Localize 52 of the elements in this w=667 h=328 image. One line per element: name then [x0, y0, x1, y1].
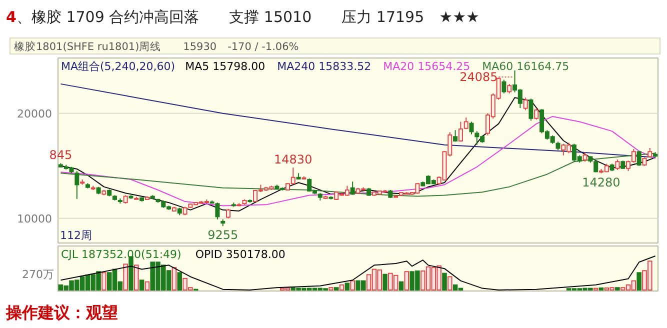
candlestick: [226, 208, 231, 219]
bar: [102, 272, 106, 290]
candlestick: [74, 170, 80, 200]
bar: [139, 280, 144, 290]
text: MA240 15833.52: [277, 60, 372, 73]
series-label: OPID 350178.00: [195, 248, 286, 261]
annotation: 24085: [460, 70, 498, 84]
candlestick: [507, 83, 512, 94]
bar: [404, 271, 410, 290]
bar: [328, 287, 334, 290]
bar: [123, 264, 128, 290]
candlestick: [636, 150, 642, 166]
bar: [172, 267, 177, 290]
y-tick-label: 20000: [17, 107, 52, 120]
bar: [448, 276, 452, 290]
bar: [382, 274, 388, 290]
annotation: 112周: [60, 229, 92, 242]
candlestick: [582, 152, 588, 162]
candlestick: [502, 79, 506, 94]
bar: [134, 264, 139, 290]
candlestick: [350, 181, 355, 196]
candlestick: [615, 159, 620, 171]
annotation: 14280: [582, 175, 620, 190]
bar: [350, 280, 355, 290]
annotation: 14830: [274, 152, 312, 167]
candlestick: [528, 98, 534, 122]
bar: [598, 287, 604, 290]
annotation: MA组合(5,240,20,60): [61, 60, 176, 73]
bar: [636, 272, 642, 290]
bar: [615, 287, 620, 290]
bar: [339, 284, 344, 290]
bar: [442, 272, 447, 290]
y-tick-label: 10000: [17, 212, 52, 226]
text: MA60 16164.75: [482, 60, 570, 73]
text: 操作建议：观望: [5, 303, 118, 322]
annotation: 845: [49, 148, 72, 162]
candlestick: [523, 97, 528, 111]
text: MA20 15654.25: [383, 60, 470, 73]
annotation: 9255: [208, 228, 238, 242]
bar: [177, 272, 182, 290]
text: MA5 15798.00: [185, 60, 266, 73]
candlestick: [648, 147, 652, 158]
series-label: CJL 187352.00(51:49): [61, 248, 182, 261]
bar: [398, 281, 404, 290]
candlestick: [534, 108, 539, 120]
bar: [144, 281, 150, 290]
chart-subtitle: 橡胶1801(SHFE ru1801)周线 15930 -170 / -1.06%: [14, 40, 299, 53]
bar: [334, 287, 339, 290]
text: 270万: [22, 268, 54, 281]
bar: [344, 282, 350, 290]
candlestick: [469, 121, 474, 135]
chart-title: 4、橡胶 1709 合约冲高回落 支撑 15010 压力 17195 ★★★: [6, 8, 480, 26]
